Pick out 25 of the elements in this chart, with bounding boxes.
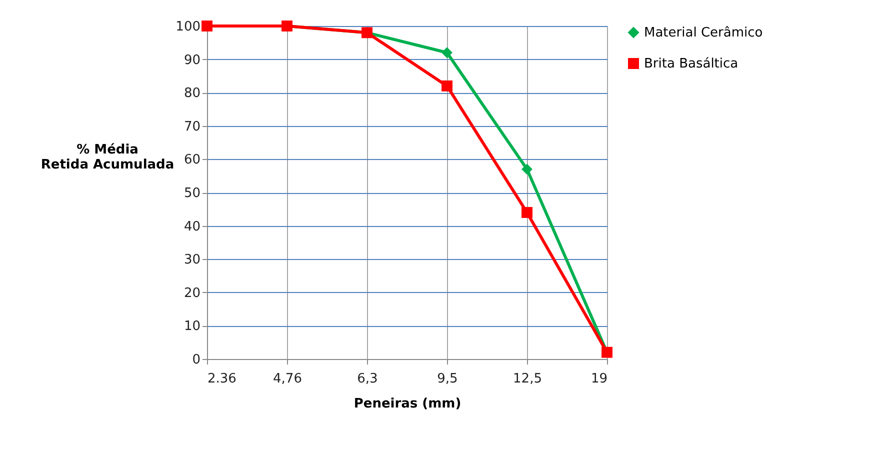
point — [522, 164, 532, 175]
point — [522, 207, 532, 218]
x-tick-label: 4,76 — [273, 372, 302, 386]
y-tick-label: 0 — [192, 352, 200, 368]
y-tick-label: 10 — [184, 319, 200, 334]
x-axis-title: Peneiras (mm) — [354, 396, 462, 412]
y-tick-label: 30 — [184, 252, 200, 268]
y-tick-label: 70 — [184, 119, 200, 134]
y-tick-label: 50 — [184, 186, 200, 201]
legend-label: Material Cerâmico — [644, 26, 763, 40]
y-tick-label: 100 — [176, 20, 200, 34]
x-tick-label: 6,3 — [357, 372, 378, 386]
y-tick-label: 40 — [184, 219, 200, 234]
point — [442, 80, 452, 92]
x-tick-label: 9,5 — [437, 372, 458, 386]
y-tick-label: 60 — [184, 152, 200, 168]
legend-label: Brita Basáltica — [644, 56, 738, 72]
y-tick-label: 90 — [184, 52, 200, 68]
x-tick-label: 19 — [590, 372, 608, 386]
point — [442, 47, 452, 58]
x-tick-label: 2.36 — [208, 372, 236, 386]
y-tick-label: 20 — [184, 286, 200, 301]
y-axis-title: % Média Retida Acumulada — [40, 142, 174, 172]
x-tick-label: 12,5 — [513, 372, 542, 386]
y-tick-label: 80 — [184, 86, 200, 102]
